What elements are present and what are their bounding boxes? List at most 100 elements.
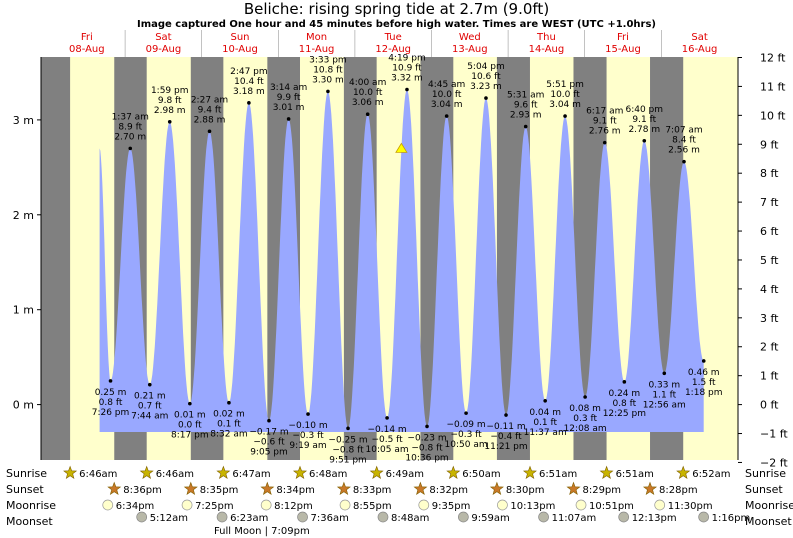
low-tide-metre-label: −0.14 m bbox=[367, 425, 406, 435]
moonrise-icon bbox=[260, 499, 272, 511]
low-tide-metre-label: 0.21 m bbox=[134, 392, 166, 402]
high-tide-time-label: 6:40 pm bbox=[625, 105, 663, 115]
low-tide-feet-label: 0.3 ft bbox=[573, 414, 597, 424]
low-tide-point bbox=[425, 424, 429, 429]
moonrise-row-label-left: Moonrise bbox=[6, 499, 56, 512]
low-tide-point bbox=[662, 371, 667, 376]
sunrise-icon bbox=[676, 465, 691, 480]
sunset-icon bbox=[183, 481, 198, 496]
moonrise-icon bbox=[339, 499, 351, 511]
right-tick-label: 9 ft bbox=[760, 138, 779, 151]
moonrise-icon bbox=[497, 499, 508, 511]
sunrise-icon bbox=[446, 465, 461, 480]
high-tide-feet-label: 9.6 ft bbox=[514, 101, 538, 111]
sunset-time-label: 8:35pm bbox=[200, 485, 239, 496]
high-tide-metre-label: 3.18 m bbox=[233, 87, 265, 97]
low-tide-point bbox=[188, 401, 192, 406]
low-tide-feet-label: 1.5 ft bbox=[692, 378, 716, 388]
day-date-label: 12-Aug bbox=[375, 44, 411, 55]
left-tick-label: 3 m bbox=[13, 114, 34, 127]
sunset-icon bbox=[260, 481, 275, 496]
high-tide-feet-label: 8.9 ft bbox=[118, 122, 142, 132]
high-tide-feet-label: 10.9 ft bbox=[392, 64, 422, 74]
day-date-label: 14-Aug bbox=[529, 44, 565, 55]
tide-series bbox=[99, 89, 704, 432]
moonrise-time-label: 6:34pm bbox=[116, 501, 155, 512]
day-name-label: Sat bbox=[691, 32, 707, 43]
low-tide-metre-label: −0.11 m bbox=[486, 422, 525, 432]
high-tide-metre-label: 2.70 m bbox=[114, 132, 146, 142]
low-tide-time-label: 11:37 am bbox=[524, 428, 567, 438]
moonset-time-label: 6:23am bbox=[230, 513, 268, 524]
low-tide-time-label: 9:51 pm bbox=[329, 455, 367, 465]
moonrise-icon bbox=[575, 499, 587, 511]
high-tide-point bbox=[523, 124, 528, 129]
high-tide-feet-label: 10.0 ft bbox=[550, 90, 580, 100]
high-tide-time-label: 4:45 am bbox=[428, 80, 465, 90]
moonrise-time-label: 9:35pm bbox=[432, 501, 471, 512]
high-tide-point bbox=[167, 119, 172, 124]
high-tide-feet-label: 9.8 ft bbox=[158, 96, 182, 106]
moonrise-time-label: 7:25pm bbox=[195, 501, 234, 512]
high-tide-point bbox=[642, 138, 647, 143]
sunset-time-label: 8:36pm bbox=[123, 485, 162, 496]
low-tide-time-label: 9:05 pm bbox=[250, 448, 288, 458]
moonset-time-label: 1:16pm bbox=[712, 513, 751, 524]
low-tide-point bbox=[147, 382, 152, 387]
day-name-label: Fri bbox=[617, 32, 629, 43]
high-tide-feet-label: 10.0 ft bbox=[432, 90, 462, 100]
low-tide-feet-label: −0.4 ft bbox=[490, 432, 522, 442]
low-tide-metre-label: 0.46 m bbox=[688, 368, 720, 378]
sunrise-time-label: 6:46am bbox=[79, 469, 117, 480]
moonrise-time-label: 8:55pm bbox=[353, 501, 392, 512]
high-tide-time-label: 5:51 pm bbox=[546, 80, 584, 90]
low-tide-feet-label: −0.8 ft bbox=[332, 445, 364, 455]
moonset-time-label: 7:36am bbox=[311, 513, 349, 524]
current-tide-marker bbox=[395, 142, 408, 153]
day-name-label: Sun bbox=[230, 32, 249, 43]
day-date-label: 15-Aug bbox=[605, 44, 641, 55]
low-tide-point bbox=[227, 400, 231, 405]
low-tide-point bbox=[622, 380, 627, 384]
day-date-label: 10-Aug bbox=[222, 44, 258, 55]
low-tide-time-label: 12:08 am bbox=[564, 424, 607, 434]
sunset-time-label: 8:30pm bbox=[506, 485, 545, 496]
high-tide-metre-label: 3.32 m bbox=[391, 74, 423, 84]
moonset-icon bbox=[618, 511, 630, 523]
moonset-icon bbox=[297, 511, 308, 523]
sunset-time-label: 8:33pm bbox=[353, 485, 392, 496]
sunrise-icon bbox=[369, 465, 384, 480]
sunrise-time-label: 6:51am bbox=[616, 469, 654, 480]
sunset-icon bbox=[336, 481, 351, 496]
moonset-row-label-left: Moonset bbox=[6, 515, 53, 528]
sunrise-icon bbox=[216, 465, 231, 480]
moonrise-icon bbox=[181, 499, 193, 511]
right-tick-label: −1 ft bbox=[760, 428, 788, 441]
sunset-row-label-left: Sunset bbox=[6, 483, 44, 496]
moonset-icon bbox=[216, 511, 228, 523]
sunset-time-label: 8:34pm bbox=[276, 485, 315, 496]
sunrise-time-label: 6:52am bbox=[692, 469, 730, 480]
high-tide-metre-label: 3.30 m bbox=[312, 75, 344, 85]
high-tide-feet-label: 8.4 ft bbox=[672, 136, 696, 146]
day-name-label: Fri bbox=[81, 32, 93, 43]
right-tick-label: 4 ft bbox=[760, 283, 779, 296]
low-tide-metre-label: −0.23 m bbox=[407, 433, 446, 443]
sunrise-time-label: 6:50am bbox=[462, 469, 500, 480]
moonset-row-label-right: Moonset bbox=[745, 515, 792, 528]
low-tide-feet-label: −0.8 ft bbox=[411, 443, 443, 453]
sunrise-row-label-left: Sunrise bbox=[6, 467, 48, 480]
high-tide-time-label: 5:04 pm bbox=[467, 62, 505, 72]
high-tide-point bbox=[128, 146, 133, 151]
low-tide-metre-label: −0.17 m bbox=[249, 428, 288, 438]
high-tide-point bbox=[682, 159, 686, 164]
high-tide-metre-label: 3.01 m bbox=[273, 103, 305, 113]
high-tide-time-label: 2:27 am bbox=[191, 95, 228, 105]
sunrise-time-label: 6:47am bbox=[232, 469, 270, 480]
low-tide-feet-label: 0.8 ft bbox=[99, 398, 123, 408]
high-tide-metre-label: 2.56 m bbox=[668, 146, 700, 156]
left-tick-label: 0 m bbox=[13, 399, 34, 412]
low-tide-metre-label: 0.04 m bbox=[529, 408, 561, 418]
chart-subtitle: Image captured One hour and 45 minutes b… bbox=[137, 19, 656, 30]
high-tide-feet-label: 9.1 ft bbox=[593, 117, 617, 127]
